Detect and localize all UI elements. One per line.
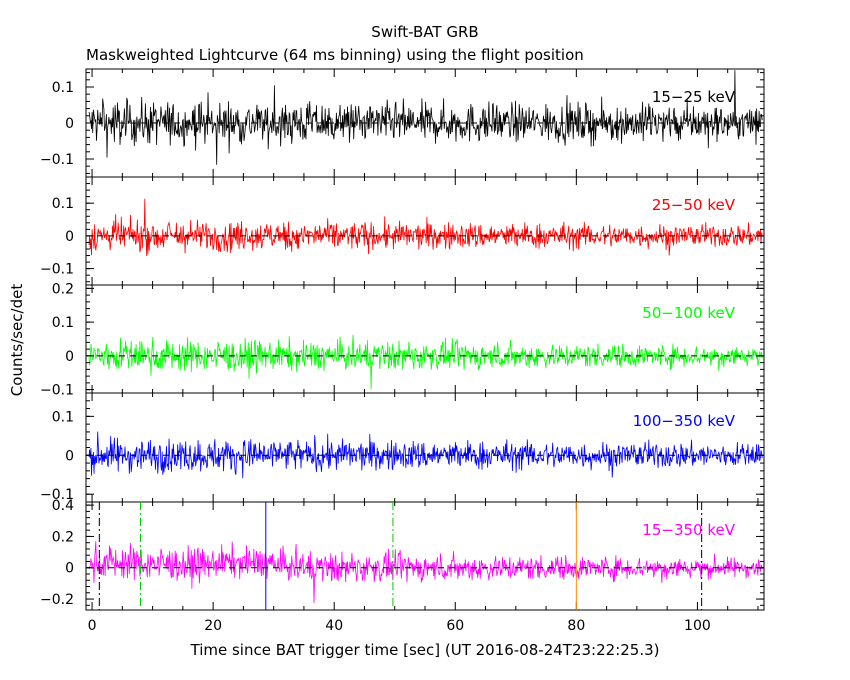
band-label: 100−350 keV: [633, 412, 736, 430]
y-tick-label: 0: [65, 116, 74, 132]
y-tick-label: 0: [65, 229, 74, 245]
y-tick-label: 0: [65, 349, 74, 365]
panel-frame: [85, 176, 765, 286]
y-tick-label: 0.1: [52, 196, 74, 212]
x-tick-label: 80: [567, 618, 585, 634]
series-line-15-25-kev: [88, 70, 763, 165]
y-tick-label: −0.1: [40, 262, 74, 278]
y-tick-label: 0.2: [52, 529, 74, 545]
band-label: 50−100 keV: [642, 304, 735, 322]
panel-4: 0.1 0 −0.1 100−350 keV: [40, 392, 765, 503]
chart-title: Swift-BAT GRB: [371, 23, 478, 41]
y-tick-label: 0.1: [52, 315, 74, 331]
y-tick-label: −0.1: [40, 152, 74, 168]
y-tick-label: −0.2: [40, 592, 74, 608]
band-label: 15−350 keV: [642, 521, 735, 539]
series-line-25-50-kev: [88, 198, 763, 257]
y-tick-label: 0: [65, 561, 74, 577]
y-tick-label: −0.1: [40, 487, 74, 503]
series-line-15-350-kev: [88, 541, 763, 604]
y-tick-label: 0.1: [52, 80, 74, 96]
panel-2: 0.1 0 −0.1 25−50 keV: [40, 176, 765, 286]
y-tick-label: 0.1: [52, 409, 74, 425]
y-tick-label: 0.2: [52, 281, 74, 297]
band-label: 25−50 keV: [652, 196, 736, 214]
y-tick-label: −0.1: [40, 383, 74, 399]
x-tick-label: 100: [684, 618, 711, 634]
panel-3: 0.2 0.1 0 −0.1 50−100 keV: [40, 281, 765, 399]
chart-subtitle: Maskweighted Lightcurve (64 ms binning) …: [86, 46, 584, 64]
y-tick-label: 0.4: [52, 498, 74, 514]
y-tick-label: 0: [65, 448, 74, 464]
band-label: 15−25 keV: [652, 88, 736, 106]
x-axis-label: Time since BAT trigger time [sec] (UT 20…: [190, 641, 660, 659]
y-axis-label: Counts/sec/det: [8, 284, 26, 397]
x-tick-label: 60: [446, 618, 464, 634]
series-line-50-100-kev: [88, 334, 763, 390]
panel-5: 0.4 0.2 0 −0.2 15−350 keV: [40, 498, 765, 611]
x-tick-label: 40: [325, 618, 343, 634]
series-line-100-350-kev: [88, 431, 763, 479]
panel-1: 0.1 0 −0.1 15−25 keV: [40, 68, 765, 178]
x-tick-label: 20: [204, 618, 222, 634]
panel-frame: [85, 392, 765, 503]
x-tick-label: 0: [88, 618, 97, 634]
